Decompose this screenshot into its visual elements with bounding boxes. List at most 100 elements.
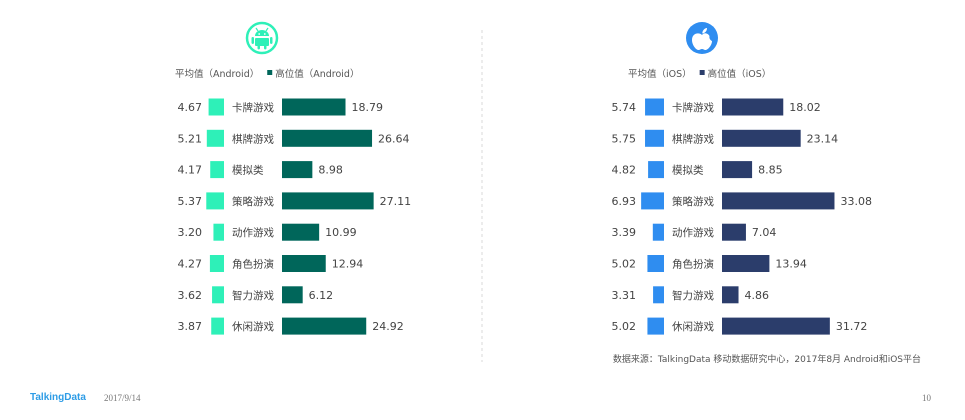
report-date: 2017/9/14 (104, 393, 141, 403)
category-label: 卡牌游戏 (232, 101, 274, 114)
category-label: 休闲游戏 (232, 320, 274, 333)
legend-label-high: 高位值（Android） (275, 68, 359, 80)
legend-label-high: 高位值（iOS） (708, 68, 772, 80)
avg-bar (647, 317, 664, 335)
category-label: 模拟类 (672, 164, 704, 177)
avg-bar (209, 255, 224, 272)
category-label: 动作游戏 (232, 226, 274, 239)
avg-value-label: 4.67 (178, 101, 203, 114)
category-label: 智力游戏 (232, 289, 274, 302)
avg-bar (647, 255, 664, 272)
apple-icon (686, 22, 718, 54)
bar-row: 3.62 智力游戏 6.12 (178, 286, 334, 304)
category-label: 角色扮演 (672, 258, 714, 271)
avg-value-label: 3.87 (178, 320, 203, 333)
high-value-label: 18.02 (789, 101, 821, 114)
avg-value-label: 5.37 (178, 195, 203, 208)
high-bar (282, 161, 313, 179)
avg-bar (213, 223, 224, 241)
high-value-label: 27.11 (380, 195, 412, 208)
high-value-label: 12.94 (332, 258, 364, 271)
brand-logo: TalkingData (30, 392, 86, 403)
chart-panel-android: 平均值（Android） 高位值（Android） 4.67 卡牌游戏 18.79 5.2… (175, 68, 411, 335)
avg-bar (648, 161, 664, 179)
high-value-label: 8.85 (758, 164, 783, 177)
avg-value-label: 4.17 (178, 164, 203, 177)
avg-value-label: 4.82 (612, 164, 637, 177)
legend-label-avg: 平均值（iOS） (628, 68, 692, 80)
avg-value-label: 3.62 (178, 289, 203, 302)
high-value-label: 31.72 (836, 320, 868, 333)
category-label: 棋牌游戏 (672, 132, 714, 145)
high-bar (722, 98, 784, 116)
high-value-label: 13.94 (775, 258, 807, 271)
bar-row: 4.82 模拟类 8.85 (612, 161, 783, 179)
chart-panel-ios: 平均值（iOS） 高位值（iOS） 5.74 卡牌游戏 18.02 5.75 棋牌游戏 23.… (612, 68, 872, 335)
high-value-label: 10.99 (325, 226, 357, 239)
high-bar (722, 286, 739, 304)
bar-row: 4.17 模拟类 8.98 (178, 161, 343, 179)
avg-value-label: 5.21 (178, 132, 203, 145)
legend: 平均值（Android） 高位值（Android） (175, 68, 359, 80)
high-bar (282, 317, 367, 335)
category-label: 模拟类 (232, 164, 264, 177)
high-value-label: 6.12 (309, 289, 334, 302)
avg-bar (212, 286, 224, 304)
high-value-label: 24.92 (372, 320, 404, 333)
bar-row: 3.39 动作游戏 7.04 (612, 223, 777, 241)
high-bar (282, 255, 326, 272)
category-label: 动作游戏 (672, 226, 714, 239)
high-bar (282, 98, 346, 116)
avg-value-label: 3.31 (612, 289, 637, 302)
avg-bar (645, 129, 664, 147)
high-bar (282, 192, 374, 210)
legend-label-avg: 平均值（Android） (175, 68, 259, 80)
avg-bar (206, 129, 224, 147)
category-label: 策略游戏 (672, 195, 714, 208)
high-bar (722, 223, 746, 241)
avg-bar (645, 98, 664, 116)
bar-row: 3.31 智力游戏 4.86 (612, 286, 770, 304)
high-bar (722, 192, 835, 210)
high-value-label: 33.08 (840, 195, 872, 208)
bar-row: 5.21 棋牌游戏 26.64 (178, 129, 410, 147)
data-source-note: 数据来源：TalkingData 移动数据研究中心，2017年8月 Androi… (612, 355, 921, 365)
category-label: 棋牌游戏 (232, 132, 274, 145)
legend: 平均值（iOS） 高位值（iOS） (628, 68, 771, 80)
high-value-label: 8.98 (318, 164, 343, 177)
avg-value-label: 5.75 (612, 132, 637, 145)
avg-value-label: 6.93 (612, 195, 637, 208)
bar-row: 5.37 策略游戏 27.11 (178, 192, 412, 210)
category-label: 智力游戏 (672, 289, 714, 302)
legend-swatch-high (699, 70, 705, 75)
bar-row: 6.93 策略游戏 33.08 (612, 192, 872, 210)
high-bar (282, 129, 373, 147)
high-bar (282, 223, 320, 241)
high-value-label: 4.86 (745, 289, 770, 302)
bar-row: 3.20 动作游戏 10.99 (178, 223, 357, 241)
avg-bar (653, 286, 664, 304)
bar-row: 5.74 卡牌游戏 18.02 (612, 98, 821, 116)
avg-bar (208, 98, 224, 116)
avg-bar (641, 192, 664, 210)
avg-value-label: 5.74 (612, 101, 637, 114)
bar-row: 5.02 休闲游戏 31.72 (612, 317, 868, 335)
high-value-label: 7.04 (752, 226, 777, 239)
high-bar (722, 161, 753, 179)
high-value-label: 18.79 (352, 101, 384, 114)
avg-value-label: 5.02 (612, 320, 637, 333)
category-label: 角色扮演 (232, 258, 274, 271)
high-value-label: 26.64 (378, 132, 410, 145)
category-label: 策略游戏 (232, 195, 274, 208)
bar-row: 3.87 休闲游戏 24.92 (178, 317, 404, 335)
category-label: 卡牌游戏 (672, 101, 714, 114)
high-bar (722, 317, 830, 335)
page-number: 10 (922, 393, 931, 403)
high-value-label: 23.14 (807, 132, 839, 145)
legend-swatch-high (267, 70, 273, 75)
category-label: 休闲游戏 (672, 320, 714, 333)
high-bar (722, 255, 770, 272)
bar-row: 5.75 棋牌游戏 23.14 (612, 129, 839, 147)
bar-row: 5.02 角色扮演 13.94 (612, 255, 807, 272)
